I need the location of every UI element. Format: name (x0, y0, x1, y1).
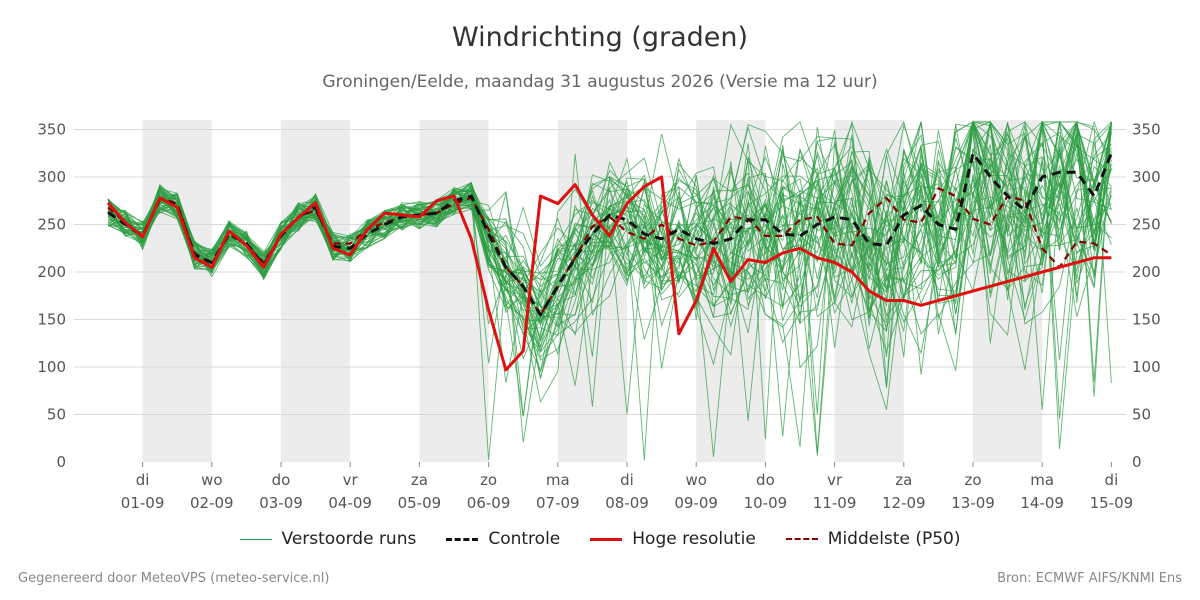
legend-label-control: Controle (488, 529, 561, 549)
x-tick-day: do (272, 471, 291, 489)
x-tick-day: zo (480, 471, 497, 489)
x-tick-date: 15-09 (1090, 494, 1134, 512)
highres-line (106, 175, 1112, 372)
x-tick-day: di (1105, 471, 1119, 489)
y-tick-label: 100 (1132, 358, 1161, 376)
x-tick-date: 14-09 (1020, 494, 1064, 512)
y-tick-label: 350 (37, 121, 66, 139)
y-tick-label: 0 (56, 453, 66, 471)
x-tick-date: 10-09 (744, 494, 788, 512)
x-tick-date: 12-09 (882, 494, 926, 512)
x-tick-day: wo (201, 471, 222, 489)
ensemble-member-line (107, 125, 1112, 335)
x-tick-date: 04-09 (328, 494, 372, 512)
x-tick-day: di (136, 471, 150, 489)
y-tick-label: 300 (37, 168, 66, 186)
chart-legend: Verstoorde runs Controle Hoge resolutie … (0, 529, 1200, 549)
x-tick-day: vr (343, 471, 359, 489)
legend-item-ensemble: Verstoorde runs (239, 529, 417, 549)
y-axis-right: 0 50 100 150 200 250 300 350 (1132, 121, 1161, 472)
ensemble-member-line (107, 120, 1112, 372)
weekend-band (142, 120, 212, 462)
y-tick-label: 200 (37, 263, 66, 281)
x-tick-day: za (411, 471, 428, 489)
x-tick-date: 01-09 (121, 494, 165, 512)
chart-title: Windrichting (graden) (451, 22, 749, 53)
x-tick-day: ma (546, 471, 570, 489)
legend-swatch-median (785, 538, 818, 540)
legend-swatch-highres (590, 537, 623, 541)
x-tick-date: 02-09 (190, 494, 234, 512)
y-tick-label: 250 (1132, 216, 1161, 234)
y-tick-label: 300 (1132, 168, 1161, 186)
x-tick-day: do (756, 471, 775, 489)
x-tick-day: za (895, 471, 912, 489)
x-tick-date: 05-09 (398, 494, 442, 512)
ensemble-member-line (107, 120, 1112, 415)
legend-label-median: Middelste (P50) (827, 529, 961, 549)
chart-subtitle: Groningen/Eelde, maandag 31 augustus 202… (322, 72, 878, 92)
y-tick-label: 100 (37, 358, 66, 376)
x-tick-date: 08-09 (605, 494, 649, 512)
x-tick-day: wo (685, 471, 706, 489)
y-tick-label: 200 (1132, 263, 1161, 281)
y-tick-label: 150 (37, 311, 66, 329)
footer-generated-by: Gegenereerd door MeteoVPS (meteo-service… (18, 571, 330, 586)
x-tick-day: di (620, 471, 634, 489)
ensemble-member-line (107, 190, 1112, 357)
x-tick-date: 13-09 (951, 494, 995, 512)
legend-item-median: Middelste (P50) (785, 529, 961, 549)
y-tick-label: 350 (1132, 121, 1161, 139)
legend-label-highres: Hoge resolutie (632, 529, 756, 549)
ensemble-member-line (107, 121, 1112, 319)
x-tick-day: ma (1030, 471, 1054, 489)
x-tick-date: 11-09 (813, 494, 857, 512)
y-tick-label: 50 (1132, 406, 1151, 424)
x-tick-date: 06-09 (467, 494, 511, 512)
ensemble-member-line (107, 121, 1112, 443)
x-tick-day: vr (827, 471, 843, 489)
x-tick-date: 09-09 (674, 494, 718, 512)
y-tick-label: 50 (47, 406, 66, 424)
x-tick-date: 03-09 (259, 494, 303, 512)
x-tick-day: zo (964, 471, 981, 489)
x-axis: di 01-09 wo 02-09 do 03-09 vr 04-09 za 05-09 zo 06-… (121, 462, 1133, 512)
y-axis-left: 0 50 100 150 200 250 300 350 (37, 121, 66, 472)
y-tick-label: 150 (1132, 311, 1161, 329)
x-tick-date: 07-09 (536, 494, 580, 512)
y-tick-label: 250 (37, 216, 66, 234)
legend-label-ensemble: Verstoorde runs (281, 529, 417, 549)
legend-swatch-ensemble (239, 538, 272, 540)
y-tick-label: 0 (1132, 453, 1142, 471)
legend-item-control: Controle (446, 529, 560, 549)
weekend-band (281, 120, 351, 462)
legend-swatch-control (446, 537, 479, 541)
weekend-band (419, 120, 489, 462)
main-series-lines (106, 151, 1113, 372)
footer-source: Bron: ECMWF AIFS/KNMI Ens (997, 571, 1182, 586)
legend-item-highres: Hoge resolutie (590, 529, 756, 549)
